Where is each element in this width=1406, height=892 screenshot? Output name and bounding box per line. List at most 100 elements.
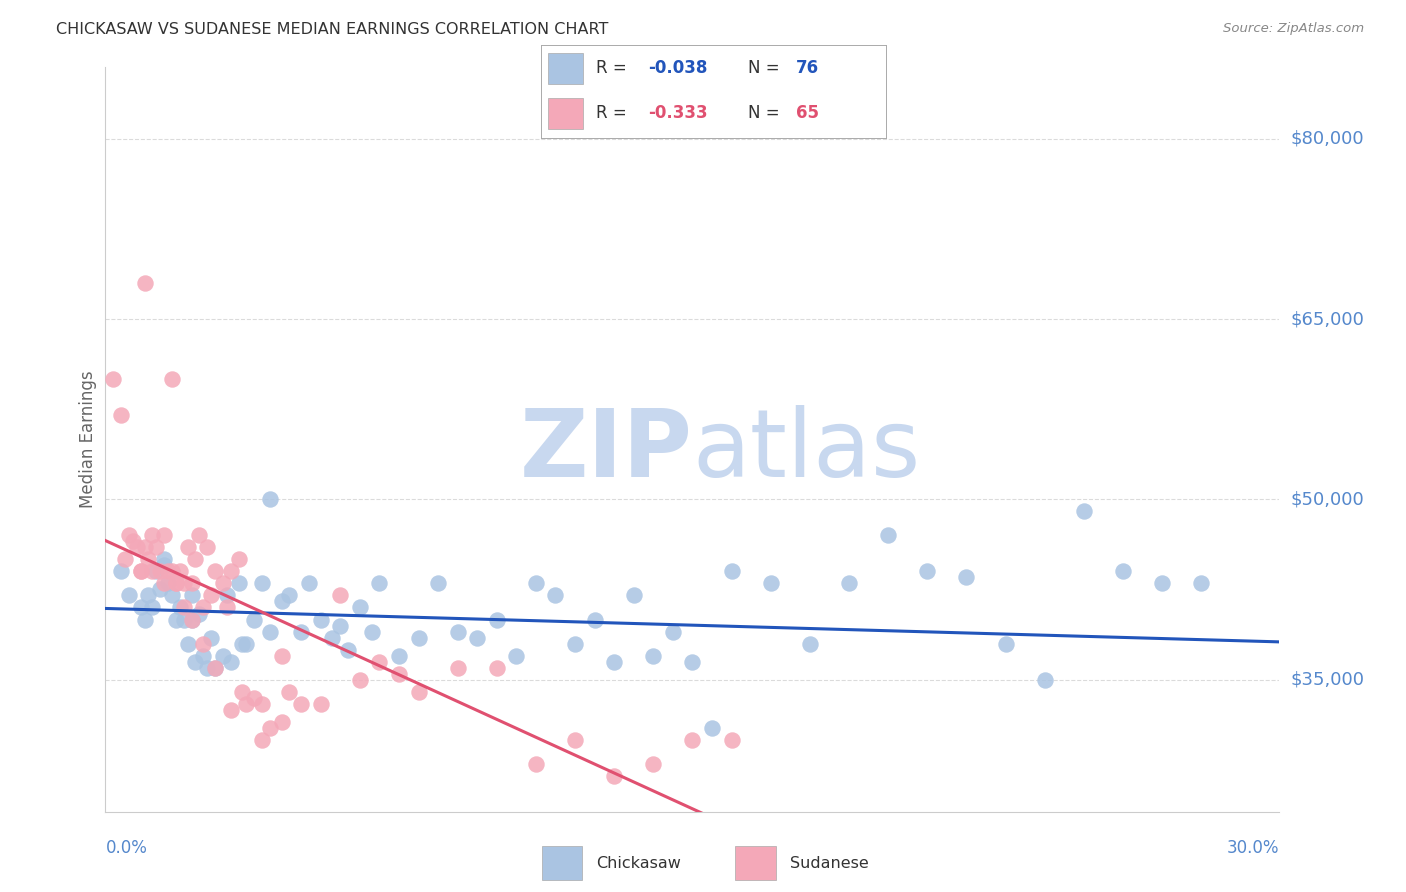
Point — [250, 697, 273, 711]
Point — [219, 703, 242, 717]
Point — [228, 552, 250, 566]
Point — [125, 541, 148, 555]
Point — [219, 565, 242, 579]
Point — [662, 624, 685, 639]
Point — [204, 660, 226, 674]
Point — [180, 589, 202, 603]
Text: $80,000: $80,000 — [1291, 130, 1364, 148]
Point — [309, 697, 332, 711]
Point — [524, 576, 547, 591]
Point — [195, 541, 218, 555]
Point — [603, 655, 626, 669]
Point — [219, 655, 242, 669]
Text: N =: N = — [748, 60, 785, 78]
Point — [243, 690, 266, 705]
Point — [408, 684, 430, 698]
Point — [165, 613, 187, 627]
Point — [643, 648, 665, 663]
Text: 30.0%: 30.0% — [1227, 839, 1279, 857]
Point — [200, 589, 222, 603]
Point — [485, 613, 508, 627]
Point — [184, 655, 207, 669]
Point — [169, 600, 191, 615]
Text: Source: ZipAtlas.com: Source: ZipAtlas.com — [1223, 22, 1364, 36]
Point — [153, 558, 176, 573]
Point — [231, 636, 253, 650]
Point — [215, 589, 238, 603]
Point — [1189, 576, 1212, 591]
Text: N =: N = — [748, 104, 785, 122]
Point — [228, 576, 250, 591]
Point — [309, 613, 332, 627]
Point — [180, 613, 202, 627]
Point — [270, 594, 292, 608]
Text: CHICKASAW VS SUDANESE MEDIAN EARNINGS CORRELATION CHART: CHICKASAW VS SUDANESE MEDIAN EARNINGS CO… — [56, 22, 609, 37]
Point — [204, 660, 226, 674]
Point — [110, 409, 132, 423]
Point — [446, 660, 468, 674]
Point — [603, 769, 626, 783]
Point — [838, 576, 860, 591]
Bar — [548, 53, 582, 84]
Point — [129, 565, 152, 579]
Point — [134, 276, 156, 290]
Point — [188, 607, 211, 621]
Point — [211, 648, 233, 663]
Text: -0.038: -0.038 — [648, 60, 707, 78]
Point — [290, 624, 312, 639]
Point — [173, 576, 195, 591]
Point — [193, 600, 215, 615]
Point — [524, 756, 547, 771]
Point — [446, 624, 468, 639]
Point — [118, 528, 141, 542]
Point — [114, 552, 136, 566]
Point — [583, 613, 606, 627]
Point — [141, 565, 163, 579]
Point — [994, 636, 1017, 650]
Text: 65: 65 — [796, 104, 820, 122]
Point — [173, 600, 195, 615]
Point — [250, 732, 273, 747]
Point — [720, 565, 742, 579]
Point — [759, 576, 782, 591]
Point — [278, 589, 301, 603]
Point — [544, 589, 567, 603]
Text: 76: 76 — [796, 60, 820, 78]
Point — [799, 636, 821, 650]
Point — [329, 618, 352, 632]
Point — [259, 624, 281, 639]
Point — [145, 541, 167, 555]
Point — [564, 732, 586, 747]
Point — [173, 613, 195, 627]
Text: Chickasaw: Chickasaw — [596, 855, 682, 871]
Point — [110, 565, 132, 579]
Point — [877, 528, 900, 542]
Point — [188, 528, 211, 542]
Point — [138, 589, 160, 603]
Point — [160, 589, 183, 603]
Point — [243, 613, 266, 627]
Text: R =: R = — [596, 60, 633, 78]
Point — [259, 492, 281, 507]
Point — [193, 648, 215, 663]
Point — [270, 714, 292, 729]
Bar — [735, 846, 776, 880]
Point — [321, 631, 343, 645]
Point — [388, 666, 411, 681]
Point — [623, 589, 645, 603]
Point — [153, 528, 176, 542]
Point — [149, 565, 172, 579]
Point — [129, 565, 152, 579]
Point — [118, 589, 141, 603]
Point — [368, 655, 391, 669]
Point — [134, 613, 156, 627]
Text: $50,000: $50,000 — [1291, 491, 1364, 508]
Text: R =: R = — [596, 104, 633, 122]
Point — [141, 528, 163, 542]
Point — [700, 721, 723, 735]
Point — [204, 565, 226, 579]
Point — [153, 552, 176, 566]
Text: $65,000: $65,000 — [1291, 310, 1364, 328]
Point — [157, 565, 180, 579]
Point — [149, 582, 172, 597]
